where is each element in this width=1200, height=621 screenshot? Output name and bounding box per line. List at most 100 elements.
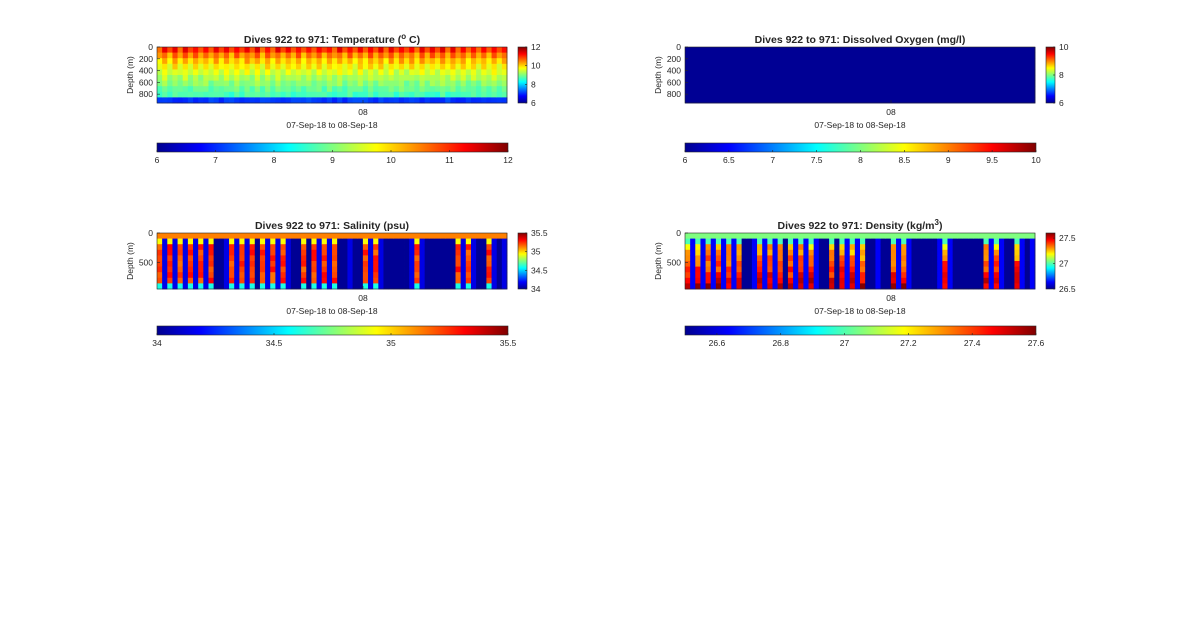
heatmap-cell (460, 233, 467, 239)
heatmap-cell (751, 238, 758, 245)
heatmap-cell (280, 97, 287, 104)
heatmap-cell (182, 47, 189, 53)
heatmap-cell (1004, 233, 1010, 239)
heatmap-cell (254, 58, 261, 65)
heatmap-cell (290, 249, 297, 256)
heatmap-cell (259, 238, 266, 245)
heatmap-cell (337, 261, 343, 267)
heatmap-cell (157, 249, 163, 256)
heatmap-cell (213, 97, 220, 104)
heatmap-cell (1019, 277, 1026, 284)
heatmap-cell (198, 277, 204, 284)
heatmap-cell (244, 58, 251, 65)
heatmap-cell (244, 272, 251, 279)
heatmap-cell (911, 261, 918, 267)
heatmap-cell (429, 91, 436, 98)
heatmap-cell (393, 244, 400, 251)
heatmap-cell (782, 277, 789, 284)
heatmap-cell (885, 233, 892, 239)
heatmap-cell (301, 249, 307, 256)
heatmap-cell (198, 266, 204, 273)
heatmap-cell (470, 47, 477, 53)
heatmap-cell (321, 80, 328, 87)
heatmap-cell (921, 266, 928, 273)
heatmap-cell (481, 58, 487, 65)
y-tick-label: 0 (148, 42, 153, 52)
heatmap-cell (700, 238, 706, 245)
heatmap-cell (849, 261, 856, 267)
heatmap-cell (398, 255, 405, 262)
heatmap-cell (445, 272, 451, 279)
heatmap-cell (695, 283, 701, 290)
heatmap-cell (885, 272, 892, 279)
heatmap-cell (973, 266, 979, 273)
heatmap-cell (254, 255, 261, 262)
heatmap-cell (465, 255, 472, 262)
heatmap-cell (332, 86, 338, 93)
heatmap-cell (259, 75, 266, 81)
heatmap-cell (383, 97, 390, 104)
heatmap-cell (993, 249, 1000, 256)
heatmap-cell (290, 277, 297, 284)
heatmap-cell (455, 238, 462, 245)
heatmap-cell (259, 255, 266, 262)
heatmap-cell (249, 266, 256, 273)
heatmap-cell (239, 58, 245, 65)
heatmap-cell (450, 86, 456, 93)
heatmap-cell (290, 86, 297, 93)
heatmap-cell (409, 261, 415, 267)
heatmap-cell (398, 283, 405, 290)
heatmap-cell (726, 266, 732, 273)
heatmap-cell (162, 233, 168, 239)
heatmap-cell (342, 266, 348, 273)
heatmap-cell (926, 277, 933, 284)
heatmap-cell (414, 249, 420, 256)
heatmap-cell (782, 261, 789, 267)
heatmap-cell (321, 244, 328, 251)
heatmap-cell (373, 244, 379, 251)
heatmap-cell (823, 255, 830, 262)
heatmap-cell (270, 249, 276, 256)
heatmap-cell (813, 249, 820, 256)
heatmap-cell (404, 80, 410, 87)
heatmap-cell (198, 58, 204, 65)
heatmap-cell (167, 47, 173, 53)
heatmap-cell (409, 277, 415, 284)
heatmap-cell (270, 52, 276, 59)
heatmap-cell (244, 233, 251, 239)
heatmap-cell (465, 80, 472, 87)
heatmap-cell (1019, 244, 1026, 251)
heatmap-cell (362, 91, 369, 98)
heatmap-cell (383, 283, 390, 290)
heatmap-cell (414, 63, 420, 70)
heatmap-cell (157, 69, 163, 76)
heatmap-cell (234, 80, 240, 87)
heatmap-cell (229, 261, 235, 267)
heatmap-cell (476, 277, 482, 284)
heatmap-cell (301, 277, 307, 284)
heatmap-cell (193, 255, 199, 262)
heatmap-cell (844, 233, 851, 239)
heatmap-cell (813, 255, 820, 262)
heatmap-cell (362, 75, 369, 81)
heatmap-cell (424, 266, 431, 273)
heatmap-cell (419, 233, 426, 239)
heatmap-cell (486, 244, 492, 251)
heatmap-cell (239, 86, 245, 93)
heatmap-cell (860, 272, 866, 279)
heatmap-cell (1014, 266, 1020, 273)
heatmap-cell (481, 255, 487, 262)
heatmap-cell (700, 261, 706, 267)
heatmap-cell (710, 233, 717, 239)
heatmap-cell (265, 80, 271, 87)
heatmap-cell (316, 52, 323, 59)
heatmap-cell (301, 97, 307, 104)
heatmap-cell (321, 249, 328, 256)
heatmap-cell (700, 244, 706, 251)
heatmap-cell (911, 244, 918, 251)
heatmap-cell (223, 52, 230, 59)
heatmap-cell (249, 69, 256, 76)
heatmap-cell (193, 266, 199, 273)
heatmap-cell (870, 244, 876, 251)
heatmap-cell (695, 233, 701, 239)
